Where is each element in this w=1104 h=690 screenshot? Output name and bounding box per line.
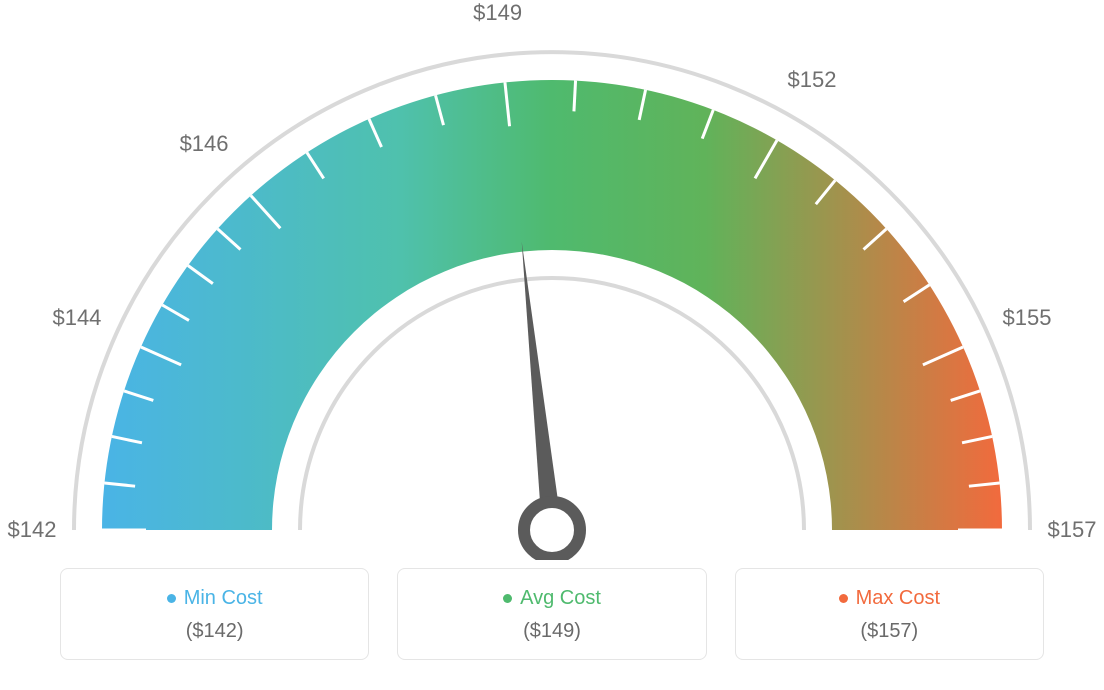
gauge-tick-label: $146 (180, 131, 229, 157)
legend-avg-card: Avg Cost ($149) (397, 568, 706, 660)
gauge-tick-label: $142 (8, 517, 57, 543)
gauge-svg (0, 0, 1104, 560)
legend-max-card: Max Cost ($157) (735, 568, 1044, 660)
legend-min-dot (167, 594, 176, 603)
legend-row: Min Cost ($142) Avg Cost ($149) Max Cost… (60, 568, 1044, 660)
legend-max-value: ($157) (746, 620, 1033, 643)
legend-avg-title: Avg Cost (503, 587, 601, 610)
legend-avg-dot (503, 594, 512, 603)
gauge-tick-label: $149 (473, 0, 522, 26)
legend-avg-label: Avg Cost (520, 587, 601, 610)
gauge-tick-label: $144 (52, 305, 101, 331)
gauge-tick-label: $152 (788, 67, 837, 93)
legend-max-dot (839, 594, 848, 603)
legend-min-label: Min Cost (184, 587, 263, 610)
cost-gauge: $142 $144 $146 $149 $152 $155 $157 (0, 0, 1104, 560)
gauge-tick-label: $157 (1048, 517, 1097, 543)
gauge-tick-label: $155 (1003, 305, 1052, 331)
legend-min-card: Min Cost ($142) (60, 568, 369, 660)
legend-min-title: Min Cost (167, 587, 263, 610)
legend-max-label: Max Cost (856, 587, 940, 610)
legend-max-title: Max Cost (839, 587, 940, 610)
legend-avg-value: ($149) (408, 620, 695, 643)
legend-min-value: ($142) (71, 620, 358, 643)
